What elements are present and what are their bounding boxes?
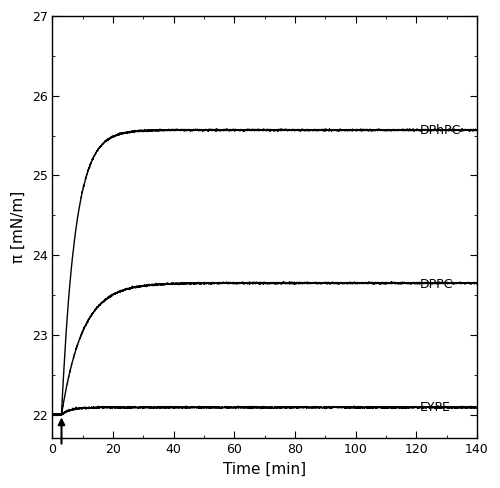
Text: EYPE: EYPE <box>420 401 450 414</box>
X-axis label: Time [min]: Time [min] <box>223 462 306 477</box>
Text: DPPC: DPPC <box>420 278 453 291</box>
Y-axis label: π [mN/m]: π [mN/m] <box>11 191 26 264</box>
Text: DPhPC: DPhPC <box>420 124 461 137</box>
